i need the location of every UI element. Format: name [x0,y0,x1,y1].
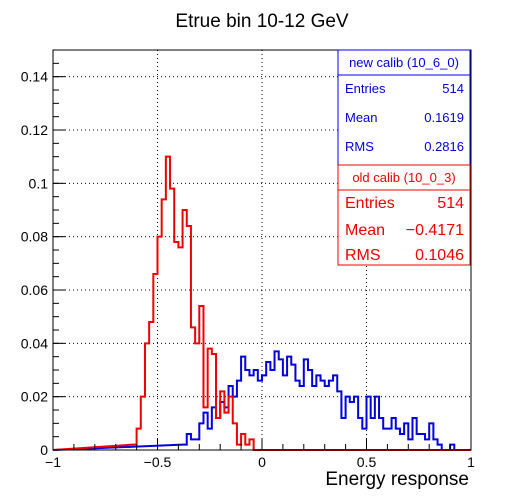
stats-value: 0.1619 [424,110,464,125]
stats-value: −0.4171 [406,222,464,239]
y-tick-label: 0.08 [21,229,48,245]
x-tick-label: 1 [467,454,475,470]
y-tick-label: 0.1 [29,175,49,191]
x-axis-label: Energy response [325,469,469,490]
chart-title: Etrue bin 10-12 GeV [175,11,349,32]
y-tick-label: 0.06 [21,282,48,298]
stats-value: 514 [442,81,464,96]
stats-box-new-calib: new calib (10_6_0) Entries 514 Mean 0.1619 RM… [337,49,471,166]
stats-value: 0.2816 [424,139,464,154]
x-tick-label: −1 [45,454,61,470]
stats-label: Entries [345,195,395,212]
stats-label: RMS [345,139,374,154]
stats-boxes: new calib (10_6_0) Entries 514 Mean 0.1619 RM… [337,49,471,266]
stats-value: 0.1046 [415,247,464,264]
series-old-calib [52,155,471,451]
stats-label: Mean [345,222,385,239]
stats-value: 514 [437,195,464,212]
y-tick-label: 0 [40,442,48,458]
histogram-line [52,155,471,451]
y-tick-label: 0.12 [21,122,48,138]
legend-entry: new calib (10_6_0) [349,55,459,70]
y-tick-label: 0.14 [21,69,48,85]
stats-label: RMS [345,247,381,264]
stats-box-old-calib: old calib (10_0_3) Entries 514 Mean −0.4171 R… [337,164,471,266]
x-tick-label: 0.5 [357,454,377,470]
y-tick-label: 0.02 [21,389,48,405]
x-tick-label: 0 [258,454,266,470]
stats-box-frame [337,49,471,166]
legend-entry: old calib (10_0_3) [352,170,455,185]
axis-ticks: −1 −0.5 0 0.5 1 0 0.02 0.04 0.06 0.08 0.1 0.12 0.14 [21,49,475,470]
stats-box-frame [337,164,471,266]
stats-label: Mean [345,110,378,125]
histogram-series-layer [52,155,471,451]
y-tick-label: 0.04 [21,335,48,351]
stats-label: Entries [345,81,386,96]
x-tick-label: −0.5 [144,454,172,470]
